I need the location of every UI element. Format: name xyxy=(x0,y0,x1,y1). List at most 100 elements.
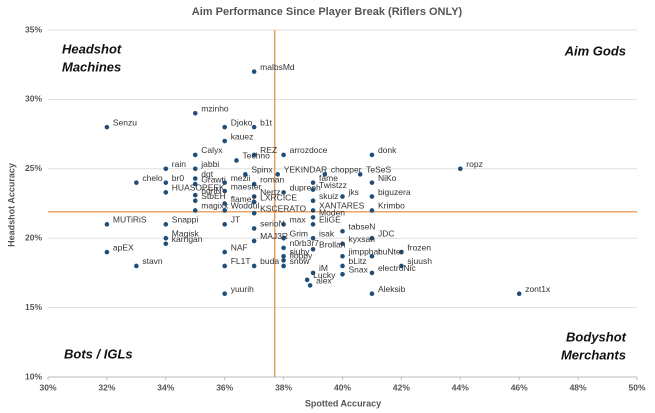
quadrant-label: Bodyshot xyxy=(566,329,627,344)
point xyxy=(192,181,198,187)
point-label: XANTARES xyxy=(319,201,365,211)
point xyxy=(251,181,257,187)
point xyxy=(251,199,257,205)
quadrant-label: Aim Gods xyxy=(564,43,626,58)
point-label: zont1x xyxy=(525,284,551,294)
point-label: mezii xyxy=(231,173,251,183)
point-label: nqnN xyxy=(201,185,221,195)
point-label: donk xyxy=(378,145,397,155)
point xyxy=(369,152,375,158)
point xyxy=(251,124,257,130)
point xyxy=(340,194,345,199)
point xyxy=(340,263,345,269)
point-label: Senzu xyxy=(113,117,137,127)
point xyxy=(281,152,286,158)
point-label: chopper xyxy=(331,165,362,175)
point-label: rain xyxy=(172,159,186,169)
point-label: StbEH xyxy=(201,191,226,201)
point xyxy=(163,166,169,172)
point-label: MUTiRiS xyxy=(113,215,147,225)
point-label: Djoko xyxy=(231,117,253,127)
point xyxy=(369,291,375,297)
point-label: huNter xyxy=(378,246,404,256)
point xyxy=(516,291,522,297)
point xyxy=(399,263,404,269)
point xyxy=(134,180,139,185)
point xyxy=(281,245,286,251)
point xyxy=(222,188,227,194)
point-label: iM xyxy=(319,263,328,273)
point-label: dupreeh xyxy=(290,183,321,193)
point xyxy=(222,208,227,213)
point xyxy=(192,166,198,172)
point xyxy=(369,194,375,199)
point xyxy=(222,180,227,185)
point-label: maester xyxy=(231,181,262,191)
point-label: MAJ3R xyxy=(260,231,288,241)
point xyxy=(222,291,227,297)
point xyxy=(369,253,375,259)
point-label: Brollan xyxy=(319,240,346,250)
point-label: Calyx xyxy=(201,145,223,155)
point-label: stavn xyxy=(142,256,163,266)
point xyxy=(340,241,345,247)
point xyxy=(369,270,375,276)
point-label: NAF xyxy=(231,242,248,252)
point xyxy=(192,198,198,204)
x-axis-title: Spotted Accuracy xyxy=(305,398,381,408)
y-tick-label: 25% xyxy=(25,163,42,173)
x-tick-label: 46% xyxy=(511,382,528,392)
point-label: yuurih xyxy=(231,284,254,294)
point xyxy=(222,124,227,130)
point-label: NiKo xyxy=(378,173,397,183)
point-label: max xyxy=(290,215,307,225)
point-label: JT xyxy=(231,215,240,225)
point-label: floppy xyxy=(290,251,313,261)
point xyxy=(340,228,345,234)
point xyxy=(163,180,169,185)
x-tick-label: 34% xyxy=(157,382,174,392)
point xyxy=(310,180,316,185)
point xyxy=(322,172,328,177)
point-label: KSCERATO xyxy=(260,203,306,213)
point-label: skuiz xyxy=(319,191,338,201)
point-label: b1t xyxy=(260,117,272,127)
point xyxy=(251,194,257,199)
point-label: ropz xyxy=(466,159,483,169)
point xyxy=(192,208,198,213)
point-label: Lucky xyxy=(313,270,336,280)
point xyxy=(310,222,316,227)
point xyxy=(192,192,198,198)
point xyxy=(163,222,169,227)
point-label: buda xyxy=(260,256,279,266)
point-label: TeSeS xyxy=(366,165,391,175)
y-tick-label: 10% xyxy=(25,371,42,381)
x-tick-label: 30% xyxy=(39,382,56,392)
point-label: malbsMd xyxy=(260,62,295,72)
y-axis-title: Headshot Accuracy xyxy=(6,163,16,247)
point-label: roman xyxy=(260,174,284,184)
point xyxy=(281,222,286,227)
point-label: Woddul xyxy=(231,201,260,211)
x-tick-label: 42% xyxy=(393,382,410,392)
point-label: Moden xyxy=(319,208,345,218)
quadrant-label: Machines xyxy=(62,59,121,74)
point xyxy=(243,172,248,177)
point-label: jimpphat xyxy=(348,246,382,256)
point xyxy=(310,198,316,204)
point xyxy=(104,222,110,227)
point-label: serioN xyxy=(260,219,285,229)
point xyxy=(307,283,313,288)
point xyxy=(369,235,375,241)
point-label: sjuush xyxy=(407,256,432,266)
point xyxy=(275,172,281,177)
point-label: alex xyxy=(316,276,332,286)
point-label: bLitz xyxy=(349,256,367,266)
point xyxy=(281,235,286,241)
x-tick-label: 38% xyxy=(275,382,292,392)
point xyxy=(281,190,286,195)
point-label: mzinho xyxy=(201,104,229,114)
quadrant-label: Merchants xyxy=(561,347,626,362)
point-label: Techno xyxy=(242,151,270,161)
point xyxy=(163,241,169,247)
